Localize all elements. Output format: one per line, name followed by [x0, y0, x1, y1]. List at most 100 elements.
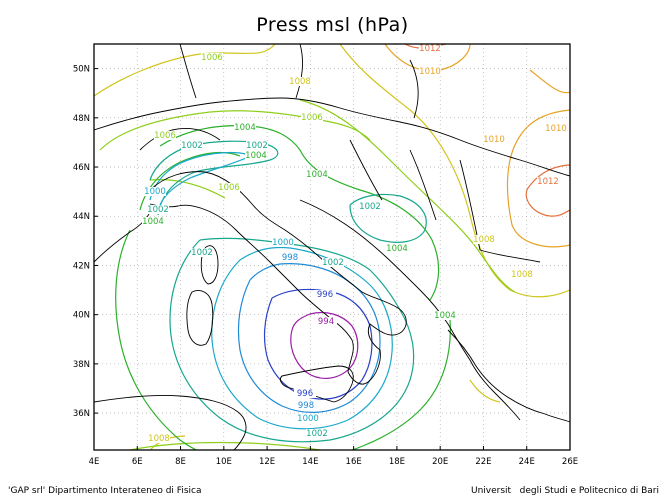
isobar-label-1006: 1006: [154, 131, 176, 141]
isobar-1004-outer: [115, 229, 451, 450]
isobar-label-bg: [142, 217, 164, 226]
isobar-label-bg: [245, 151, 267, 160]
tick-label-lon: 4E: [89, 457, 100, 467]
tick-label-lon: 26E: [562, 457, 578, 467]
isobar-label-1002: 1002: [191, 248, 213, 258]
isobar-label-1002: 1002: [147, 205, 169, 215]
isobar-label-998: 998: [282, 253, 298, 263]
isobar-label-1004: 1004: [245, 151, 267, 161]
isobar-1012-east: [525, 164, 570, 217]
isobar-1006-south: [129, 441, 321, 450]
isobar-label-bg: [434, 311, 456, 320]
axis-ticks: 4E 6E 8E 10E 12E 14E 16E 18E 20E 22E 24E 26E 36N 38N 4…: [73, 65, 578, 467]
borders-balkans: [349, 139, 541, 263]
isobar-label-bg: [306, 429, 328, 438]
isobar-1002-main: [169, 237, 415, 443]
isobar-label-1006: 1006: [201, 53, 223, 63]
tick-label-lon: 16E: [346, 457, 362, 467]
isobar-label-bg: [473, 235, 495, 244]
isobar-label-1010: 1010: [419, 67, 441, 77]
tick-label-lat: 44N: [73, 212, 90, 222]
isobar-layer: [94, 44, 570, 450]
tick-label-lon: 8E: [175, 457, 186, 467]
isobar-998: [237, 263, 381, 413]
coastline-sicily: [279, 365, 354, 403]
tick-label-lat: 50N: [73, 65, 90, 75]
isobar-label-bg: [359, 202, 381, 211]
tick-label-lat: 42N: [73, 261, 90, 271]
isobar-label-bg: [419, 44, 441, 53]
isobar-1006-alps: [99, 110, 371, 151]
coastline-italy: [149, 171, 407, 385]
tick-label-lon: 12E: [259, 457, 275, 467]
isobar-1010-east: [506, 109, 570, 248]
isobar-label-bg: [148, 434, 170, 443]
isobar-1002-adriatic: [349, 193, 427, 243]
tick-label-lat: 48N: [73, 114, 90, 124]
tick-label-lat: 46N: [73, 163, 90, 173]
isobar-label-998: 998: [298, 401, 314, 411]
isobar-1008-east: [339, 44, 570, 298]
isobar-label-1010: 1010: [483, 135, 505, 145]
isobar-1010-ne: [529, 69, 570, 94]
isobar-label-bg: [511, 270, 533, 279]
coastline-greece: [447, 329, 570, 423]
footer-credit-right: Universit degli Studi e Politecnico di B…: [470, 486, 659, 496]
isobar-label-1006: 1006: [301, 113, 323, 123]
isobar-label-1002: 1002: [322, 258, 344, 268]
isobar-label-1004: 1004: [234, 123, 256, 133]
isobar-label-1008: 1008: [473, 235, 495, 245]
isobar-label-bg: [483, 135, 505, 144]
isobar-label-bg: [545, 124, 567, 133]
isobar-label-1012: 1012: [537, 177, 559, 187]
coastline-france-spain: [94, 207, 153, 263]
isobar-label-bg: [306, 170, 328, 179]
footer-credit-left: 'GAP srl' Dipartimento Interateneo di Fi…: [8, 486, 202, 496]
isobar-label-1008: 1008: [511, 270, 533, 280]
isobar-1008-se: [469, 379, 501, 403]
isobar-label-bg: [289, 77, 311, 86]
isobar-label-bg: [297, 414, 319, 423]
figure-title: Press msl (hPa): [256, 14, 409, 36]
isobar-label-bg: [294, 389, 316, 398]
tick-label-lon: 14E: [302, 457, 318, 467]
isobar-label-bg: [181, 141, 203, 150]
coastline-north-africa: [94, 395, 247, 450]
tick-label-lon: 18E: [389, 457, 405, 467]
tick-label-lon: 20E: [432, 457, 448, 467]
isobar-label-996: 996: [317, 290, 333, 300]
isobar-label-1004: 1004: [386, 244, 408, 254]
isobar-label-bg: [191, 248, 213, 257]
isobar-label-bg: [301, 113, 323, 122]
isobar-label-bg: [419, 67, 441, 76]
isobar-label-bg: [279, 253, 301, 262]
isobar-label-1002: 1002: [306, 429, 328, 439]
isobar-label-bg: [147, 205, 169, 214]
isobar-1000-main: [211, 246, 393, 430]
tick-label-lon: 22E: [475, 457, 491, 467]
isobar-label-1004: 1004: [142, 217, 164, 227]
map-grid: [94, 44, 570, 450]
isobar-label-1000: 1000: [272, 238, 294, 248]
tick-label-lon: 24E: [519, 457, 535, 467]
borders-central-europe: [94, 97, 570, 177]
map-background: [94, 44, 570, 450]
tick-label-lon: 10E: [216, 457, 232, 467]
coastline-sardinia: [186, 290, 214, 346]
isobar-label-1006: 1006: [218, 183, 240, 193]
isobar-label-bg: [537, 177, 559, 186]
isobar-label-bg: [201, 53, 223, 62]
isobar-label-bg: [272, 238, 294, 247]
isobar-label-1002: 1002: [359, 202, 381, 212]
isobar-label-bg: [386, 244, 408, 253]
isobar-994: [290, 311, 359, 379]
isobar-label-1010: 1010: [545, 124, 567, 134]
isobar-label-1004: 1004: [434, 311, 456, 321]
isobar-label-1002: 1002: [246, 141, 268, 151]
isobar-label-bg: [154, 131, 176, 140]
isobar-label-bg: [295, 401, 317, 410]
isobar-label-bg: [314, 290, 336, 299]
borders-france-swiss: [139, 128, 221, 151]
